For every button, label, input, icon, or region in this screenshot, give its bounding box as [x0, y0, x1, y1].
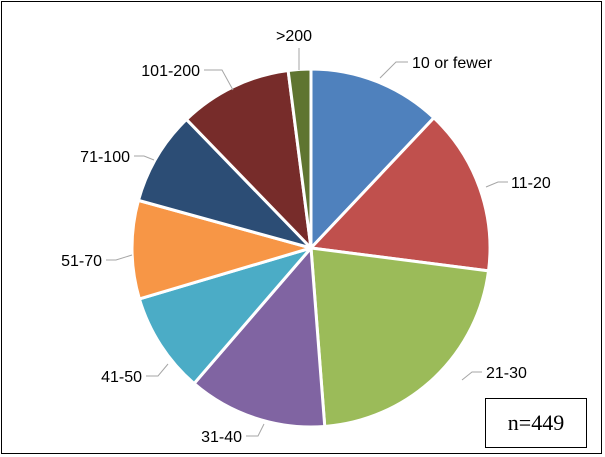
slice-label: 41-50: [101, 369, 142, 386]
pie-slice-11-20: [309, 116, 492, 273]
leader-line: [485, 181, 508, 188]
leader-line: [106, 254, 133, 261]
slice-label: 101-200: [141, 63, 200, 80]
pie-slice-71-100: [136, 117, 313, 250]
pie-slice-41-50: [137, 246, 313, 386]
slice-label: >200: [276, 28, 312, 45]
leader-line: [146, 363, 169, 377]
pie-slice-21-30: [309, 246, 491, 428]
pie-slice-31-40: [192, 246, 327, 429]
leader-line: [134, 155, 155, 161]
slice-labels: 10 or fewer 11-20 21-30 31-40 41-50 51-70 71-1…: [61, 28, 551, 446]
pie-slices: [130, 67, 492, 429]
pie-slice-51-70: [130, 198, 313, 301]
slice-label: 31-40: [201, 429, 242, 446]
leader-line: [379, 61, 408, 79]
slice-label: 11-20: [511, 175, 551, 192]
leader-line: [246, 423, 265, 437]
pie-slice-200: [286, 67, 313, 250]
leader-line: [204, 69, 234, 91]
slice-label: 10 or fewer: [412, 55, 493, 72]
slice-label: 21-30: [486, 365, 527, 382]
pie-slice-101-200: [184, 68, 313, 250]
slice-label: 71-100: [80, 149, 130, 166]
sample-size-label: n=449: [507, 410, 565, 435]
pie-slice-10-or-fewer: [309, 67, 436, 250]
sample-size-box: n=449: [485, 398, 587, 448]
slice-label: 51-70: [61, 253, 102, 270]
leader-line: [461, 371, 482, 381]
